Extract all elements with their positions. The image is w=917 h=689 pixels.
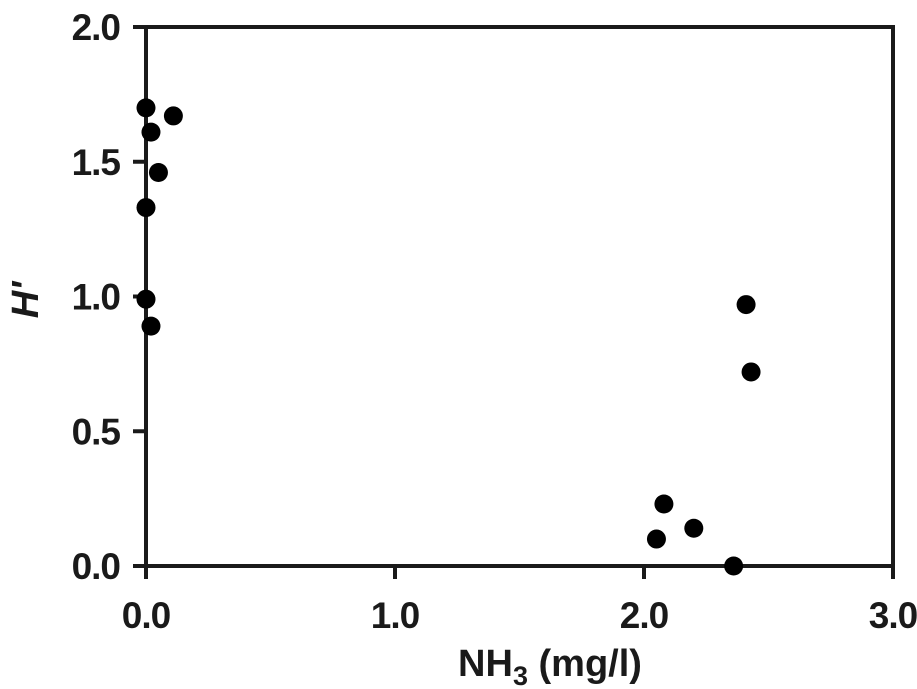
plot-area-border	[144, 25, 895, 568]
x-axis-label: NH3 (mg/l)	[458, 643, 642, 689]
x-tick-label: 3.0	[869, 595, 917, 636]
data-point	[646, 529, 666, 549]
x-tick-label: 0.0	[122, 595, 171, 636]
x-axis-label-base: NH	[458, 643, 513, 685]
x-axis-label-subscript: 3	[513, 661, 528, 689]
y-tick-label: 0.5	[72, 411, 121, 452]
y-tick-label: 2.0	[72, 7, 121, 48]
y-tick-label: 1.5	[72, 142, 121, 183]
y-tick-label: 1.0	[72, 277, 121, 318]
data-point	[136, 198, 156, 218]
data-point	[141, 316, 161, 336]
data-point	[654, 494, 674, 514]
scatter-points	[136, 98, 761, 576]
y-axis-label: H'	[5, 280, 47, 318]
x-axis-ticks	[144, 566, 895, 579]
data-point	[724, 556, 744, 576]
x-tick-label: 1.0	[371, 595, 420, 636]
data-point	[136, 98, 156, 118]
y-tick-label: 0.0	[72, 546, 121, 587]
data-point	[684, 518, 704, 538]
data-point	[741, 362, 761, 382]
y-tick-labels: 0.0 0.5 1.0 1.5 2.0	[72, 7, 122, 587]
x-tick-labels: 0.0 1.0 2.0 3.0	[122, 595, 917, 636]
data-point	[163, 106, 183, 126]
data-point	[148, 163, 168, 183]
x-tick-label: 2.0	[620, 595, 669, 636]
data-point	[141, 122, 161, 142]
x-axis-label-unit: (mg/l)	[528, 643, 642, 685]
data-point	[736, 295, 756, 315]
data-point	[136, 289, 156, 309]
